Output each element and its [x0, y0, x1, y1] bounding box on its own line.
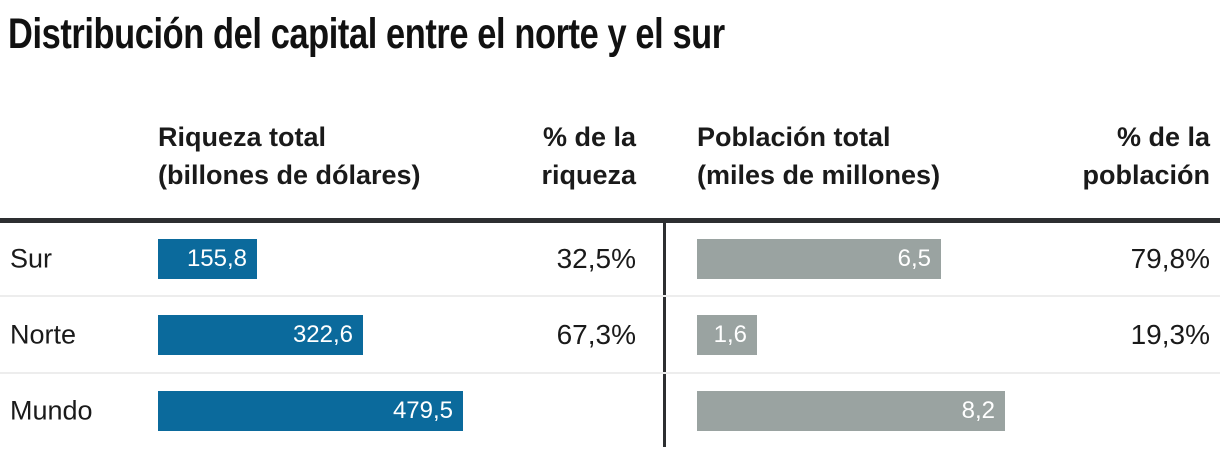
population-bar: 1,6	[697, 314, 757, 355]
population-bar-value: 1,6	[713, 320, 747, 348]
column-header-population-line1: Población total	[697, 122, 891, 152]
wealth-bar-value: 479,5	[392, 397, 453, 424]
wealth-bar: 322,6	[158, 314, 363, 355]
column-header-wealth-line2: (billones de dólares)	[158, 160, 421, 190]
population-bar: 8,2	[697, 391, 1005, 431]
column-header-wealth-percent-line1: % de la	[542, 122, 636, 152]
wealth-percent: 67,3%	[556, 318, 636, 350]
column-header-wealth-percent-line2: riqueza	[541, 160, 636, 190]
header-rule	[0, 218, 1220, 223]
column-header-wealth: Riqueza total (billones de dólares)	[158, 118, 421, 194]
table-row-sur: Sur 155,8 32,5% 6,5 79,8%	[0, 222, 1220, 295]
row-divider	[0, 372, 1220, 374]
row-label: Mundo	[10, 395, 93, 426]
row-label: Norte	[10, 319, 77, 349]
column-header-population-percent: % de la población	[1083, 118, 1211, 194]
column-header-population-line2: (miles de millones)	[697, 160, 941, 190]
column-header-wealth-percent: % de la riqueza	[541, 118, 636, 194]
column-header-population-percent-line1: % de la	[1116, 122, 1210, 152]
wealth-bar: 479,5	[158, 391, 463, 431]
population-bar: 6,5	[697, 238, 941, 279]
population-percent: 79,8%	[1130, 242, 1210, 274]
wealth-bar: 155,8	[158, 238, 257, 279]
wealth-bar-value: 155,8	[186, 244, 247, 272]
chart-title: Distribución del capital entre el norte …	[8, 10, 725, 58]
population-percent: 19,3%	[1130, 318, 1210, 350]
section-divider	[663, 222, 666, 447]
population-bar-value: 8,2	[961, 397, 995, 424]
wealth-percent: 32,5%	[556, 242, 636, 274]
column-header-population: Población total (miles de millones)	[697, 118, 940, 194]
wealth-bar-value: 322,6	[292, 320, 353, 348]
table-row-mundo: Mundo 479,5 8,2	[0, 374, 1220, 448]
row-divider	[0, 295, 1220, 297]
row-label: Sur	[10, 243, 53, 273]
column-header-wealth-line1: Riqueza total	[158, 122, 327, 152]
table-row-norte: Norte 322,6 67,3% 1,6 19,3%	[0, 297, 1220, 372]
column-header-population-percent-line2: población	[1082, 160, 1211, 190]
population-bar-value: 6,5	[897, 244, 931, 272]
